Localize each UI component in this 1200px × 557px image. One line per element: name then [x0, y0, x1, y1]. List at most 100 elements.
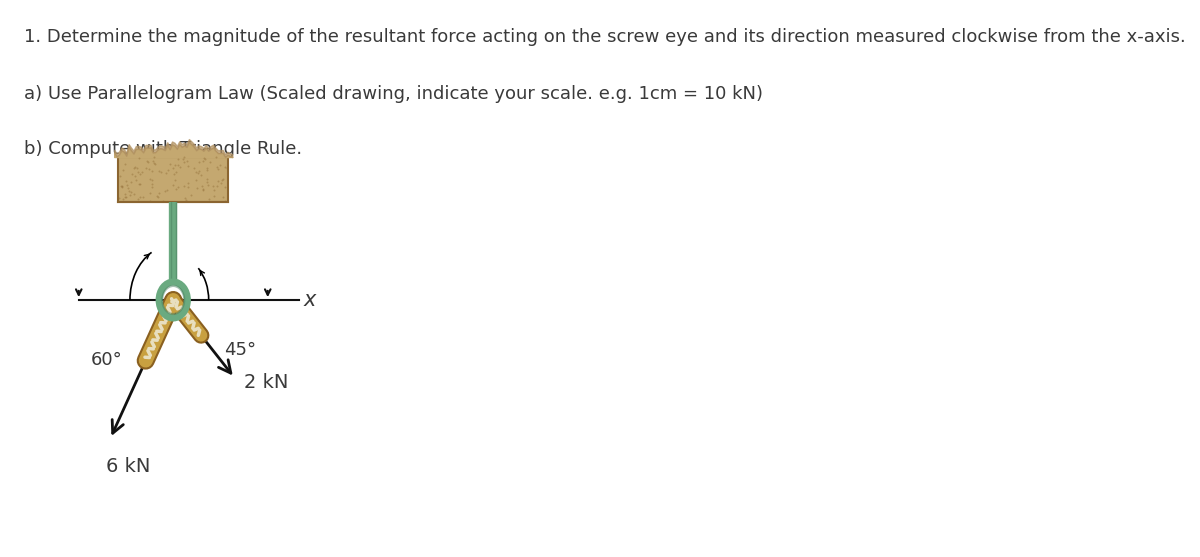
- Point: [151, 168, 170, 177]
- Point: [206, 153, 226, 162]
- Point: [133, 193, 152, 202]
- Point: [212, 175, 232, 184]
- Point: [137, 157, 156, 165]
- Bar: [118, 157, 228, 202]
- Point: [115, 189, 134, 198]
- Point: [163, 163, 182, 172]
- Point: [115, 159, 134, 168]
- Point: [131, 193, 150, 202]
- Point: [126, 163, 145, 172]
- Point: [116, 177, 136, 185]
- Point: [161, 160, 180, 169]
- Point: [132, 168, 151, 177]
- Point: [114, 165, 133, 174]
- Point: [194, 153, 214, 162]
- Point: [142, 176, 161, 185]
- Point: [181, 190, 200, 199]
- Point: [121, 188, 140, 197]
- Point: [210, 160, 229, 169]
- Point: [156, 186, 175, 195]
- Point: [163, 181, 182, 190]
- Text: x: x: [304, 290, 316, 310]
- Point: [179, 162, 198, 170]
- Point: [164, 169, 184, 178]
- Point: [110, 172, 130, 180]
- Point: [139, 164, 158, 173]
- Point: [128, 167, 148, 176]
- Point: [198, 163, 217, 172]
- Point: [206, 182, 226, 190]
- Point: [186, 175, 205, 184]
- Point: [118, 181, 137, 190]
- Point: [109, 193, 128, 202]
- Point: [168, 182, 187, 191]
- Point: [112, 182, 131, 190]
- Point: [140, 196, 160, 205]
- Point: [116, 193, 136, 202]
- Text: b) Compute with Triangle Rule.: b) Compute with Triangle Rule.: [24, 140, 301, 158]
- Point: [130, 170, 149, 179]
- Point: [186, 168, 205, 177]
- Point: [190, 167, 209, 176]
- Point: [167, 184, 186, 193]
- Text: 2 kN: 2 kN: [244, 373, 288, 392]
- Text: 60°: 60°: [90, 351, 122, 369]
- Point: [196, 154, 215, 163]
- Point: [122, 169, 142, 178]
- Point: [200, 194, 220, 203]
- Point: [119, 184, 138, 193]
- Point: [204, 191, 223, 200]
- Point: [193, 185, 212, 194]
- Point: [192, 182, 211, 191]
- Point: [197, 165, 216, 174]
- Point: [124, 164, 143, 173]
- Point: [128, 179, 148, 188]
- Point: [205, 185, 224, 194]
- Point: [209, 164, 228, 173]
- Point: [174, 155, 193, 164]
- Point: [140, 188, 160, 197]
- Point: [166, 161, 185, 170]
- Point: [169, 154, 188, 163]
- Point: [119, 187, 138, 196]
- Point: [192, 170, 211, 179]
- Point: [178, 157, 197, 165]
- Point: [197, 178, 216, 187]
- Point: [174, 182, 193, 190]
- Point: [124, 189, 143, 198]
- Point: [170, 163, 190, 172]
- Point: [142, 183, 161, 192]
- Point: [166, 167, 185, 176]
- Point: [175, 153, 194, 162]
- Point: [158, 165, 178, 174]
- Point: [128, 195, 148, 204]
- Point: [140, 175, 160, 184]
- Point: [187, 184, 206, 193]
- Point: [130, 154, 149, 163]
- Point: [216, 183, 235, 192]
- Point: [211, 178, 230, 187]
- Point: [143, 180, 162, 189]
- Point: [143, 157, 162, 165]
- Point: [179, 182, 198, 191]
- Point: [216, 163, 235, 172]
- Point: [154, 196, 173, 205]
- Point: [188, 168, 208, 177]
- Point: [198, 181, 217, 190]
- Point: [157, 185, 176, 194]
- Point: [156, 169, 175, 178]
- Point: [204, 182, 223, 190]
- Point: [148, 192, 167, 201]
- Point: [209, 177, 228, 185]
- Point: [214, 174, 233, 183]
- Point: [193, 157, 212, 165]
- Point: [144, 159, 163, 168]
- Point: [149, 166, 168, 175]
- Point: [175, 193, 194, 202]
- Point: [166, 175, 185, 184]
- Point: [112, 182, 131, 191]
- Point: [193, 184, 212, 193]
- Point: [145, 160, 164, 169]
- Point: [214, 193, 233, 202]
- Text: 1. Determine the magnitude of the resultant force acting on the screw eye and it: 1. Determine the magnitude of the result…: [24, 28, 1186, 46]
